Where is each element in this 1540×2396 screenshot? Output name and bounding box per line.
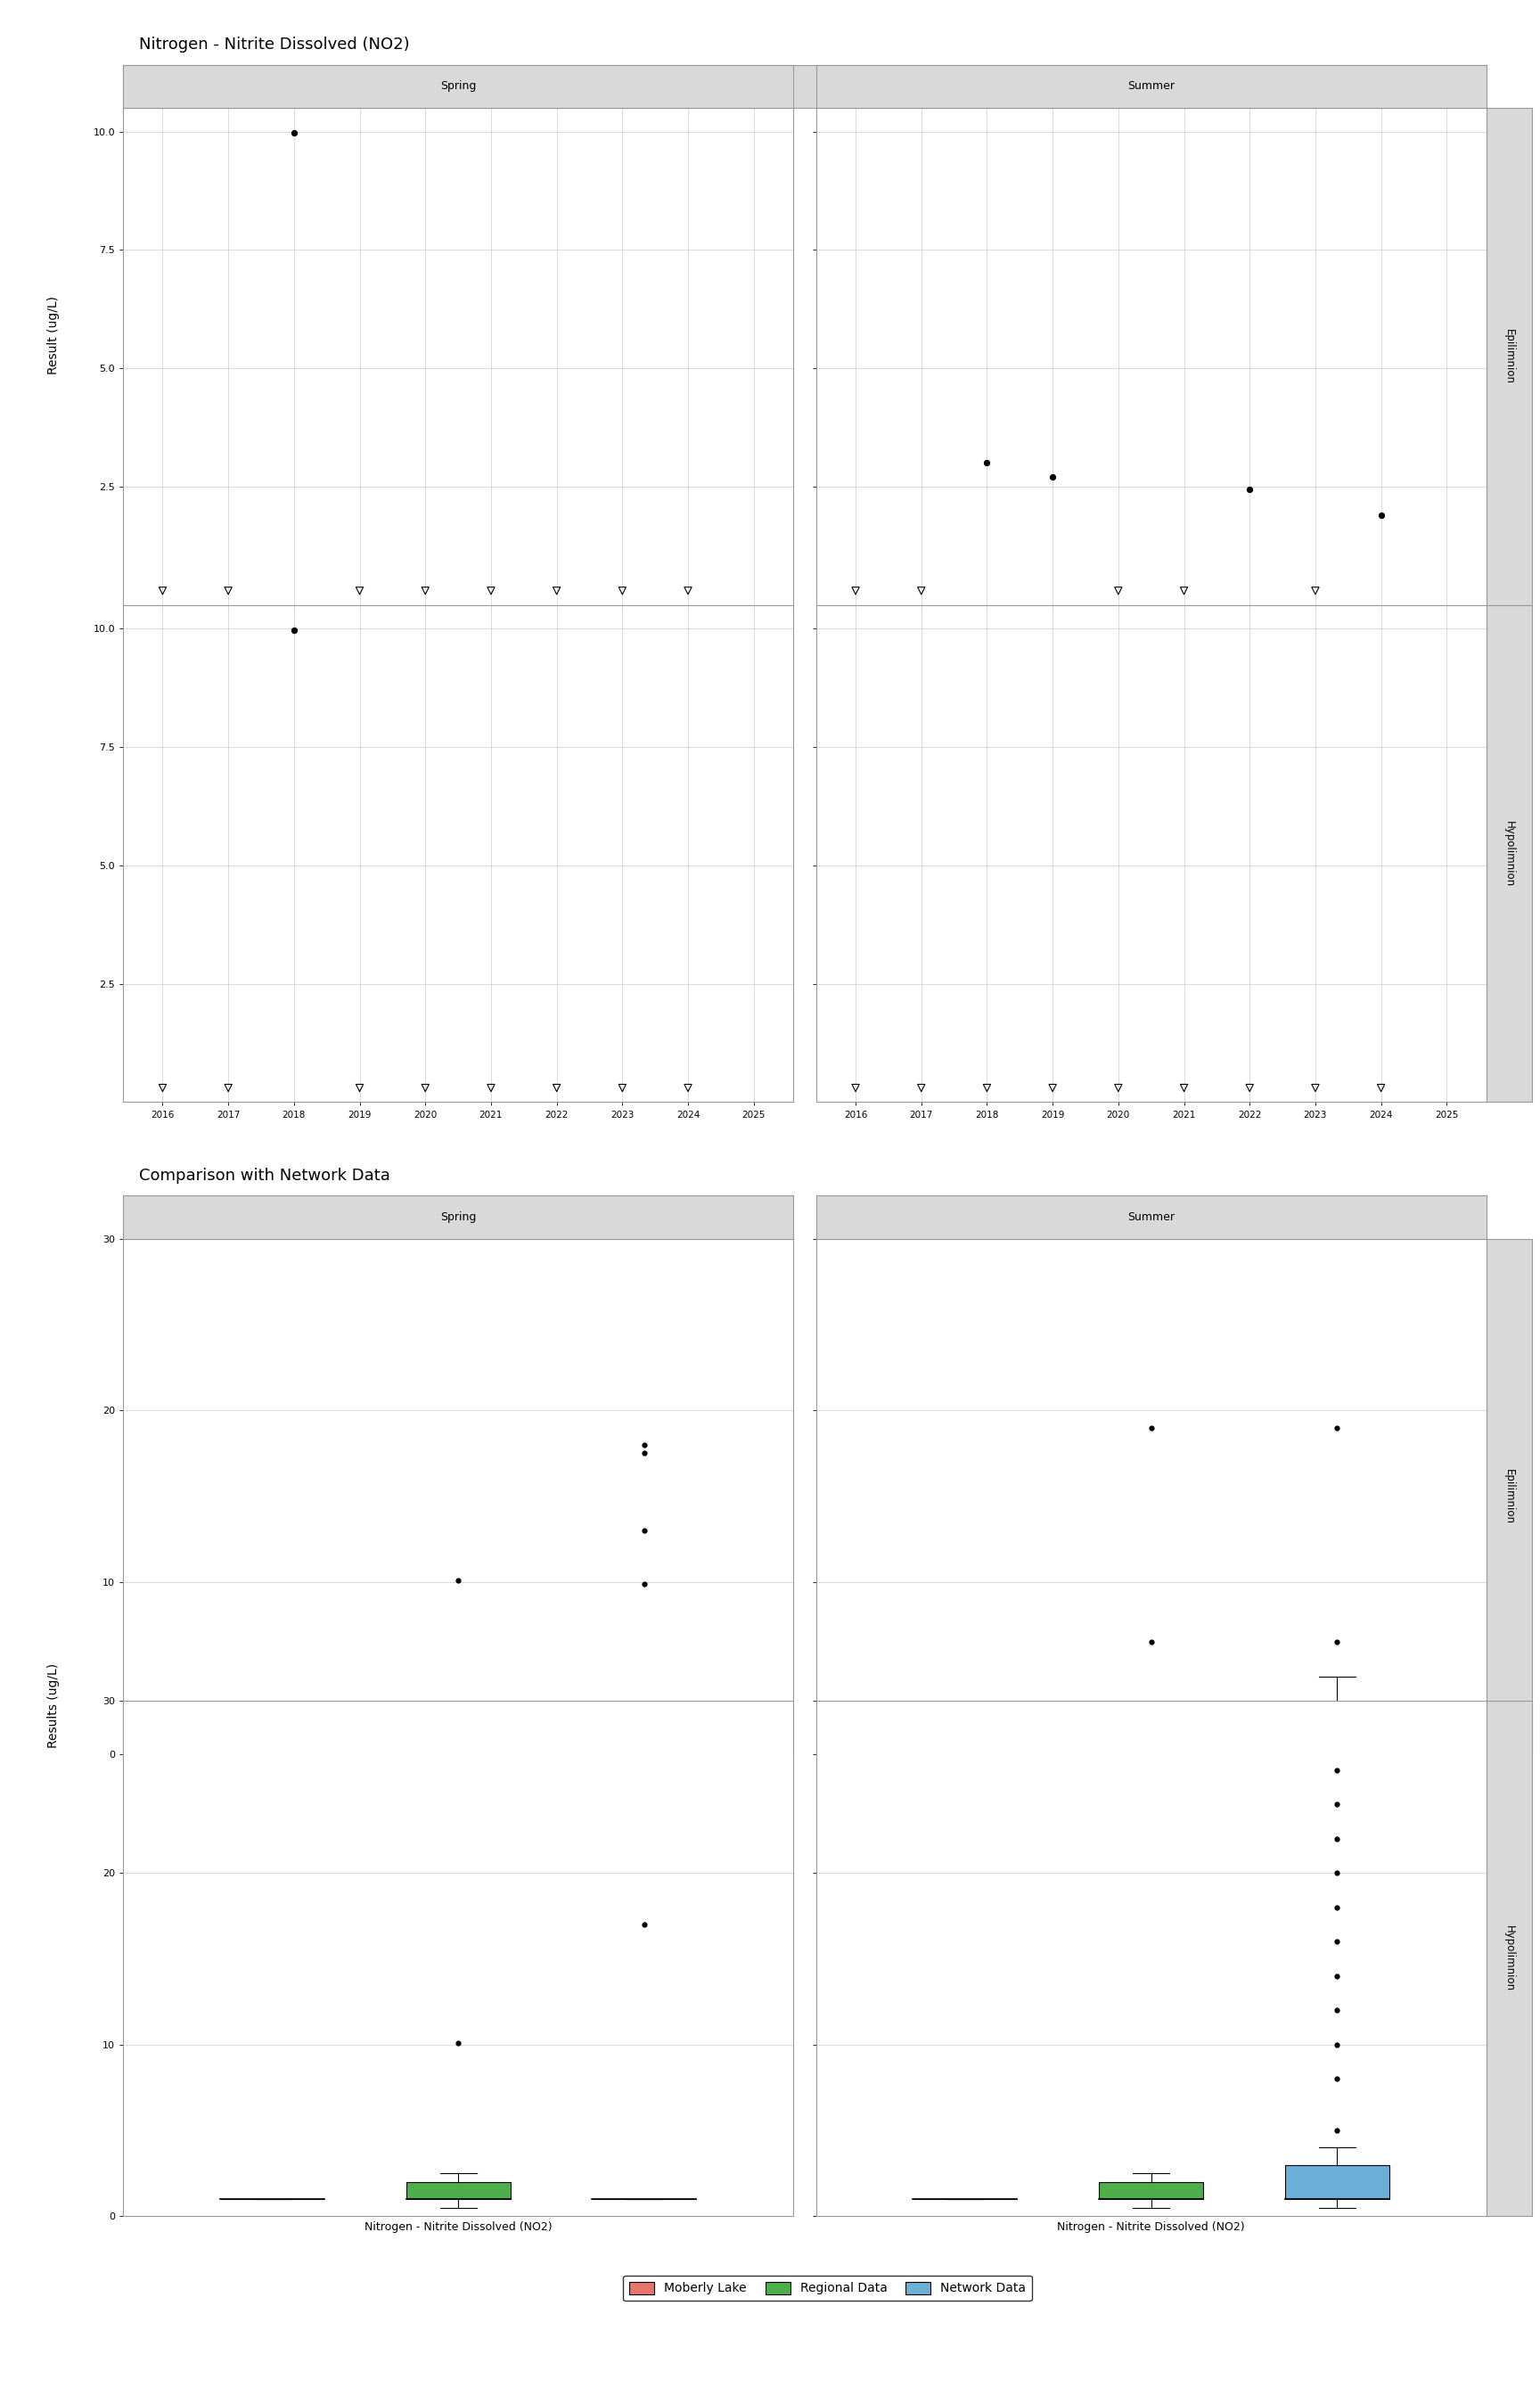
Point [1324,1819,1349,1857]
Point [1106,573,1130,611]
Point [1303,573,1327,611]
Text: Hypolimnion: Hypolimnion [1503,819,1515,887]
Point [151,1069,176,1107]
Point [610,573,634,611]
Text: Comparison with Network Data: Comparison with Network Data [139,1167,390,1184]
Bar [913,1720,1016,1737]
Point [1303,1069,1327,1107]
Bar [1284,2166,1389,2200]
Text: Summer: Summer [1127,81,1175,91]
Point [676,1069,701,1107]
Point [631,1672,656,1711]
Text: Spring: Spring [440,81,476,91]
Point [975,443,999,482]
Point [1369,1069,1394,1107]
Point [1106,1069,1130,1107]
Bar [1100,2183,1203,2200]
Point [1138,1622,1164,1660]
Point [282,611,306,649]
Point [844,573,869,611]
Point [1324,2061,1349,2099]
Point [348,1069,373,1107]
Point [479,1069,504,1107]
Text: Results (ug/L): Results (ug/L) [48,1663,60,1749]
Text: Spring: Spring [440,1212,476,1222]
Point [1324,1785,1349,1823]
Point [282,113,306,151]
Legend: Moberly Lake, Regional Data, Network Data: Moberly Lake, Regional Data, Network Dat… [624,2276,1032,2300]
Point [975,1069,999,1107]
Bar [407,2183,510,2200]
Point [1324,1991,1349,2029]
Point [631,1435,656,1474]
Point [631,1512,656,1550]
Point [631,1426,656,1464]
Text: Hypolimnion: Hypolimnion [1503,1926,1515,1991]
Point [544,1069,568,1107]
Point [348,573,373,611]
Text: Nitrogen - Nitrite Dissolved (NO2): Nitrogen - Nitrite Dissolved (NO2) [139,36,410,53]
Point [1324,1958,1349,1996]
Point [216,1069,240,1107]
Text: Epilimnion: Epilimnion [1503,328,1515,383]
Point [631,1565,656,1603]
Point [1369,496,1394,534]
Point [479,573,504,611]
Text: Result (ug/L): Result (ug/L) [48,295,60,374]
Point [413,1069,437,1107]
Point [1324,1751,1349,1790]
Point [909,1069,933,1107]
Point [610,1069,634,1107]
Point [544,573,568,611]
Point [1172,1069,1197,1107]
Point [676,573,701,611]
Point [1041,458,1066,496]
Point [1324,1855,1349,1893]
Point [413,573,437,611]
Point [1138,1409,1164,1447]
Point [1324,1409,1349,1447]
Point [1237,1069,1261,1107]
Point [1324,2025,1349,2063]
Point [1237,470,1261,508]
Point [151,573,176,611]
X-axis label: Nitrogen - Nitrite Dissolved (NO2): Nitrogen - Nitrite Dissolved (NO2) [1058,2221,1244,2233]
Point [1324,2111,1349,2149]
Point [1324,1888,1349,1926]
Point [216,573,240,611]
Point [631,1692,656,1730]
Point [844,1069,869,1107]
Point [447,2025,471,2063]
Point [447,1562,471,1601]
Point [1324,1622,1349,1660]
Point [1041,1069,1066,1107]
X-axis label: Nitrogen - Nitrite Dissolved (NO2): Nitrogen - Nitrite Dissolved (NO2) [365,2221,551,2233]
Text: Summer: Summer [1127,1212,1175,1222]
Point [909,573,933,611]
Point [1324,1922,1349,1960]
Bar [1100,1720,1203,1737]
Text: Epilimnion: Epilimnion [1503,1469,1515,1524]
Point [1172,573,1197,611]
Point [631,1905,656,1943]
